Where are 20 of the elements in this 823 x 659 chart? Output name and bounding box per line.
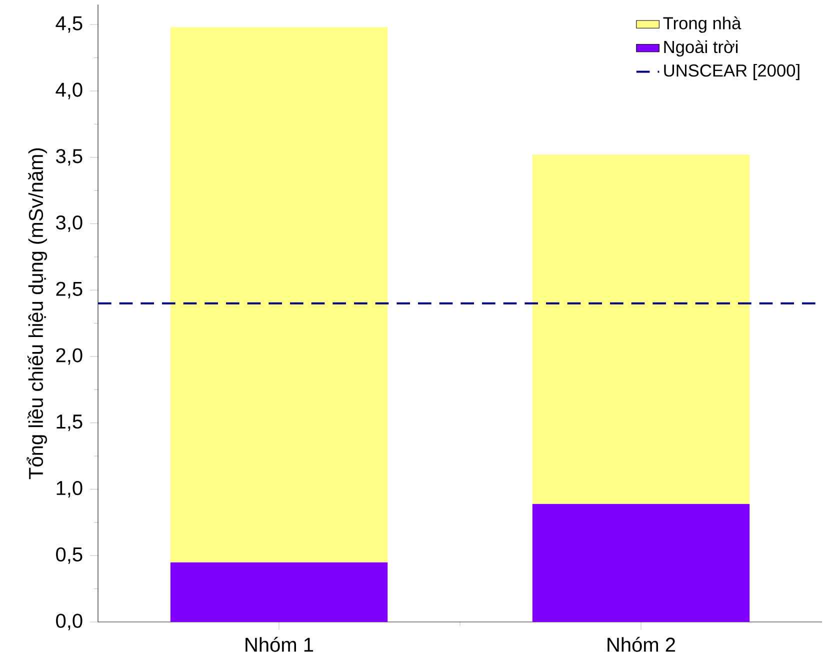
bar xyxy=(532,504,750,622)
legend-label: Trong nhà xyxy=(663,16,742,33)
y-tick-label: 0,5 xyxy=(56,547,82,564)
y-tick-label: 2,0 xyxy=(56,348,82,365)
y-tick-label: 1,5 xyxy=(56,414,82,431)
y-tick-label: 0,0 xyxy=(56,614,82,630)
y-tick-label: 1,0 xyxy=(56,480,82,498)
x-tick-label: Nhóm 1 xyxy=(246,636,314,652)
x-tick-label: Nhóm 2 xyxy=(608,636,675,652)
y-tick-label: 3,0 xyxy=(56,215,82,232)
bar xyxy=(170,27,388,562)
legend-label: UNSCEAR [2000] xyxy=(664,64,800,80)
bar xyxy=(532,154,750,504)
bar xyxy=(170,562,388,622)
y-tick-label: 3,5 xyxy=(56,149,82,166)
y-tick-label: 4,5 xyxy=(56,16,82,33)
legend-label: Ngoài trời xyxy=(664,40,738,57)
y-axis-title: Tổng liều chiếu hiệu dụng (mSv/năm) xyxy=(26,148,47,480)
y-tick-label: 4,0 xyxy=(56,82,82,100)
y-tick-label: 2,5 xyxy=(56,282,82,298)
